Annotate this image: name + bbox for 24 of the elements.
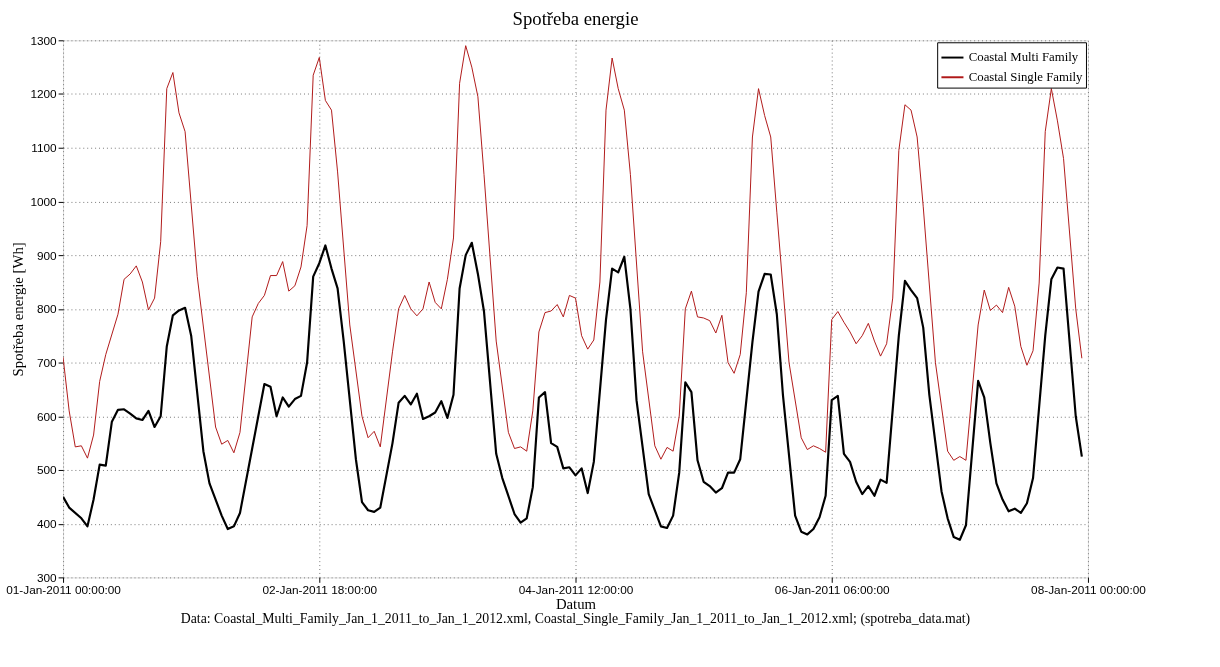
x-tick-label: 08-Jan-2011 00:00:00 [1031,582,1147,597]
x-tick-label: 02-Jan-2011 18:00:00 [262,582,378,597]
y-tick-label: 900 [36,248,58,263]
legend-label: Coastal Multi Family [968,50,1079,65]
y-tick-label: 800 [36,302,58,317]
y-tick-label: 700 [36,355,58,370]
legend-label: Coastal Single Family [968,70,1084,85]
y-axis-title: Spotřeba energie [Wh] [10,242,27,377]
y-tick-label: 600 [36,409,58,424]
x-tick-label: 01-Jan-2011 00:00:00 [6,582,122,597]
x-tick-label: 06-Jan-2011 06:00:00 [774,582,891,597]
x-tick-label: 04-Jan-2011 12:00:00 [518,582,634,597]
x-axis-title: Datum [555,596,597,613]
y-tick-label: 500 [36,463,58,478]
line-series [63,45,1083,461]
y-tick-label: 1100 [31,141,58,156]
chart-title: Spotřeba energie [512,7,639,29]
line-series [63,241,1083,541]
y-tick-label: 1200 [30,87,58,102]
text: Data: Coastal_Multi_Family_Jan_1_2011_to_Jan_1_2012.xml, Coastal_Single_Family_Jan_1_2011_to_Jan_1_2012.xml; (spotreba_data.mat) [180,610,971,627]
y-tick-label: 1000 [30,194,58,209]
y-tick-label: 400 [36,517,58,532]
y-tick-label: 300 [36,570,58,585]
y-tick-label: 1300 [30,33,58,48]
